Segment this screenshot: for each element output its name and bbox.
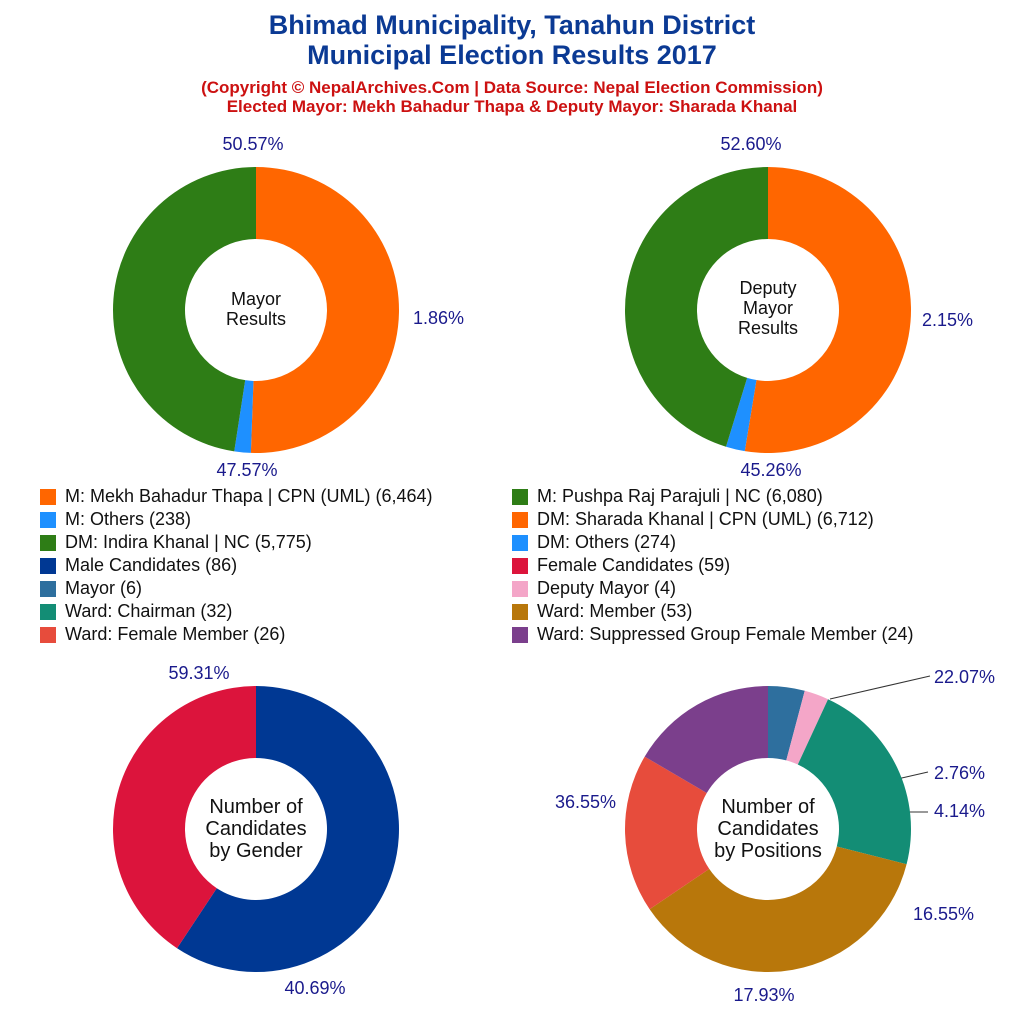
legend-swatch [512,488,528,505]
slice-dm-sharada-khanal-cpn-uml [744,167,911,453]
legend-label: M: Pushpa Raj Parajuli | NC (6,080) [537,486,823,506]
percent-label-ward-suppressed-group-female-member: 16.55% [913,904,974,924]
legend-item-ward-member-53: Ward: Member (53) [512,601,692,622]
legend-item-male-candidates-86: Male Candidates (86) [40,555,237,576]
percent-label-deputy-mayor: 2.76% [934,763,985,783]
legend-swatch [40,511,56,528]
legend-swatch [512,534,528,551]
slice-deputy-mayor [786,690,829,765]
legend-swatch [40,603,56,620]
legend-label: Ward: Female Member (26) [65,624,286,644]
legend-item-deputy-mayor-4: Deputy Mayor (4) [512,578,676,599]
legend-swatch [512,557,528,574]
chart-subtitle-copyright: (Copyright © NepalArchives.Com | Data So… [201,78,823,97]
slice-female-candidates [112,686,256,949]
legend-item-m-pushpa-raj-parajuli-nc-6-080: M: Pushpa Raj Parajuli | NC (6,080) [512,486,823,507]
legend-swatch [512,580,528,597]
legend-item-dm-others-274: DM: Others (274) [512,532,676,553]
legend-swatch [512,511,528,528]
legend-label: DM: Indira Khanal | NC (5,775) [65,532,312,552]
percent-label-m-pushpa-raj-parajuli-nc: 47.57% [216,460,277,480]
percent-label-dm-indira-khanal-nc: 45.26% [740,460,801,480]
slice-male-candidates [177,686,399,972]
donut-chart-number-of-candidates-by-gender: 59.31% 40.69% Number of Candidates by Gender [112,663,399,998]
legend-item-mayor-6: Mayor (6) [40,578,142,599]
legend-label: M: Others (238) [65,509,192,529]
donut-chart-deputy-mayor-results: 52.60% 2.15% 45.26% Deputy Mayor Results [625,134,973,480]
slice-ward-chairman [797,699,911,865]
slice-dm-indira-khanal-nc [625,167,768,447]
percent-label-m-mekh-bahadur-thapa-cpn-uml: 50.57% [222,134,283,154]
legend-swatch [40,534,56,551]
chart-subtitle-elected: Elected Mayor: Mekh Bahadur Thapa & Depu… [226,97,798,116]
slice-dm-others [725,377,757,452]
legend-label: DM: Sharada Khanal | CPN (UML) (6,712) [537,509,874,529]
legend-item-female-candidates-59: Female Candidates (59) [512,555,730,576]
legend-swatch [512,626,528,643]
leader-line-ward-chairman [829,675,931,700]
percent-label-dm-others: 2.15% [922,310,973,330]
percent-label-ward-member: 36.55% [555,792,616,812]
legend-item-m-others-238: M: Others (238) [40,509,191,530]
slice-ward-female-member [625,756,710,910]
donut-chart-number-of-candidates-by-positions: 4.14% 2.76% 22.07% 36.55% 17.93% 16.55% Number… [555,667,995,1005]
center-label-number-of-candidates-by-gender: Number of Candidates by Gender [205,796,306,862]
percent-label-mayor: 4.14% [934,801,985,821]
legend-item-ward-female-member-26: Ward: Female Member (26) [40,624,285,645]
legend-item-ward-suppressed-group-female-member-24: Ward: Suppressed Group Female Member (24… [512,624,913,645]
legend-label: Male Candidates (86) [65,555,238,575]
center-label-mayor-results: Mayor Results [226,289,286,329]
legend-swatch [40,580,56,597]
legend-label: Ward: Suppressed Group Female Member (24… [537,624,914,644]
legend-item-ward-chairman-32: Ward: Chairman (32) [40,601,232,622]
percent-label-ward-chairman: 22.07% [934,667,995,687]
legend-swatch [512,603,528,620]
legend-label: Ward: Chairman (32) [65,601,233,621]
chart-title-line2: Municipal Election Results 2017 [307,40,717,70]
percent-label-m-others: 1.86% [413,308,464,328]
slice-m-pushpa-raj-parajuli-nc [112,167,256,452]
slice-ward-member [649,846,907,972]
slice-m-others [234,380,254,453]
slice-mayor [768,686,805,761]
slice-ward-suppressed-group-female-member [644,686,768,794]
legend-label: M: Mekh Bahadur Thapa | CPN (UML) (6,464… [65,486,433,506]
legend-label: Female Candidates (59) [537,555,731,575]
legend-swatch [40,557,56,574]
percent-label-ward-female-member: 17.93% [733,985,794,1005]
chart-title-line1: Bhimad Municipality, Tanahun District [268,10,756,40]
center-label-deputy-mayor-results: Deputy Mayor Results [738,278,798,338]
legend-label: Mayor (6) [65,578,143,598]
legend-label: Ward: Member (53) [537,601,693,621]
legend-item-dm-sharada-khanal-cpn-uml-6-712: DM: Sharada Khanal | CPN (UML) (6,712) [512,509,874,530]
percent-label-female-candidates: 40.69% [284,978,345,998]
legend-label: Deputy Mayor (4) [537,578,677,598]
donut-chart-mayor-results: 50.57% 1.86% 47.57% Mayor Results [112,134,464,480]
legend-swatch [40,488,56,505]
center-label-number-of-candidates-by-positions: Number of Candidates by Positions [714,796,822,862]
legend-swatch [40,626,56,643]
slice-m-mekh-bahadur-thapa-cpn-uml [250,167,400,453]
legend-item-dm-indira-khanal-nc-5-775: DM: Indira Khanal | NC (5,775) [40,532,312,553]
legend-label: DM: Others (274) [537,532,677,552]
percent-label-male-candidates: 59.31% [168,663,229,683]
percent-label-dm-sharada-khanal-cpn-uml: 52.60% [720,134,781,154]
legend-item-m-mekh-bahadur-thapa-cpn-uml-6-464: M: Mekh Bahadur Thapa | CPN (UML) (6,464… [40,486,433,507]
